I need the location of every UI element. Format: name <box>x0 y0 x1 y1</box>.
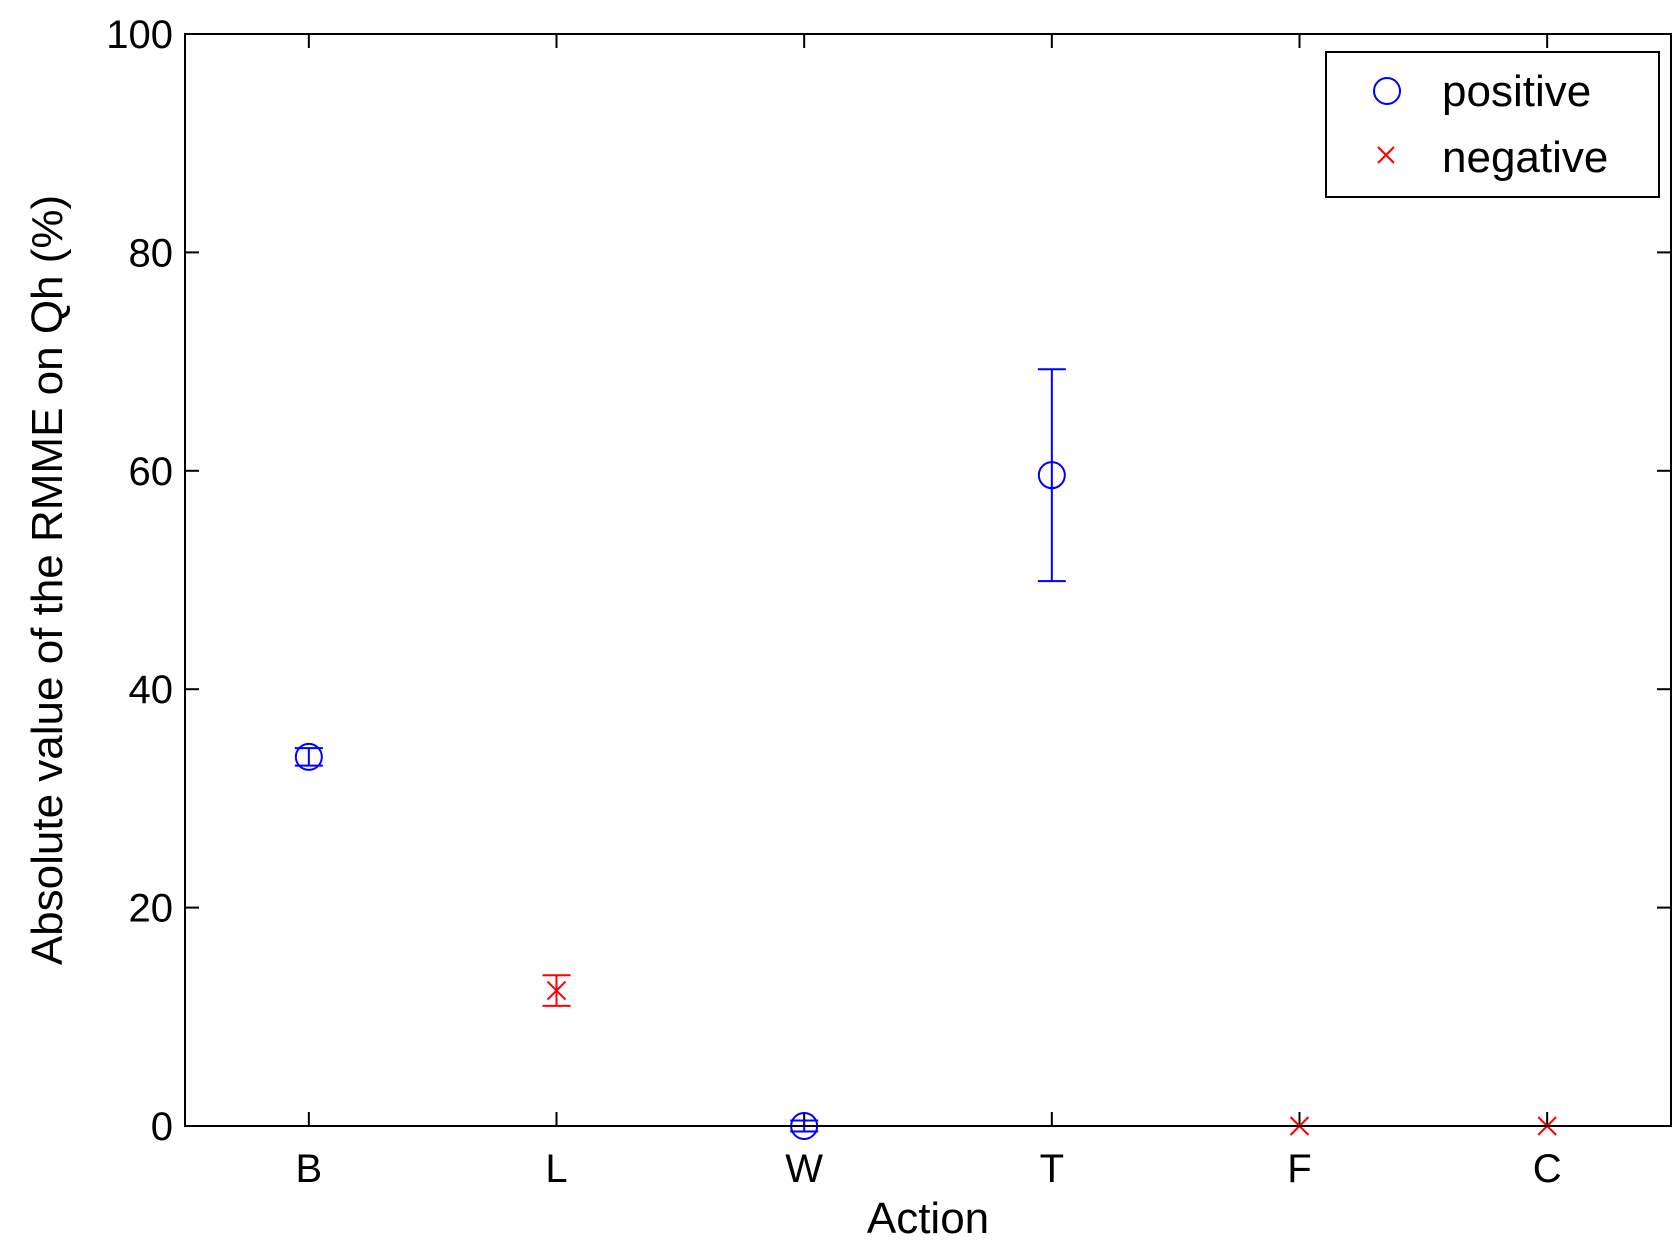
x-tick-label: F <box>1287 1147 1311 1191</box>
y-tick-label: 20 <box>129 887 174 931</box>
x-tick-label: W <box>785 1147 823 1191</box>
legend-label-positive: positive <box>1442 67 1591 116</box>
legend-marker-negative <box>1377 146 1395 164</box>
data-point-positive <box>1037 461 1066 490</box>
legend-box <box>1325 51 1660 198</box>
plot-frame <box>184 33 1672 1127</box>
y-tick-label: 100 <box>106 13 173 57</box>
ticks-layer: B L W T F C 0 20 40 60 80 100 <box>106 13 1671 1191</box>
markers-layer <box>294 461 1557 1140</box>
legend-marker-positive <box>1373 77 1401 105</box>
data-point-negative <box>546 980 567 1001</box>
legend: positive negative <box>1325 51 1660 198</box>
y-tick-label: 80 <box>129 231 174 275</box>
data-point-positive <box>294 742 323 771</box>
y-tick-label: 0 <box>151 1105 173 1149</box>
y-tick-label: 40 <box>129 668 174 712</box>
x-tick-label: T <box>1040 1147 1064 1191</box>
legend-label-negative: negative <box>1442 133 1608 182</box>
x-tick-label: B <box>295 1147 322 1191</box>
marker-stroke <box>546 980 567 1001</box>
x-tick-label: C <box>1533 1147 1562 1191</box>
y-axis-title: Absolute value of the RMME on Qh (%) <box>23 195 72 965</box>
x-axis-title: Action <box>867 1194 989 1243</box>
x-tick-label: L <box>545 1147 567 1191</box>
errorbars-layer <box>294 368 1066 1133</box>
y-tick-label: 60 <box>129 450 174 494</box>
